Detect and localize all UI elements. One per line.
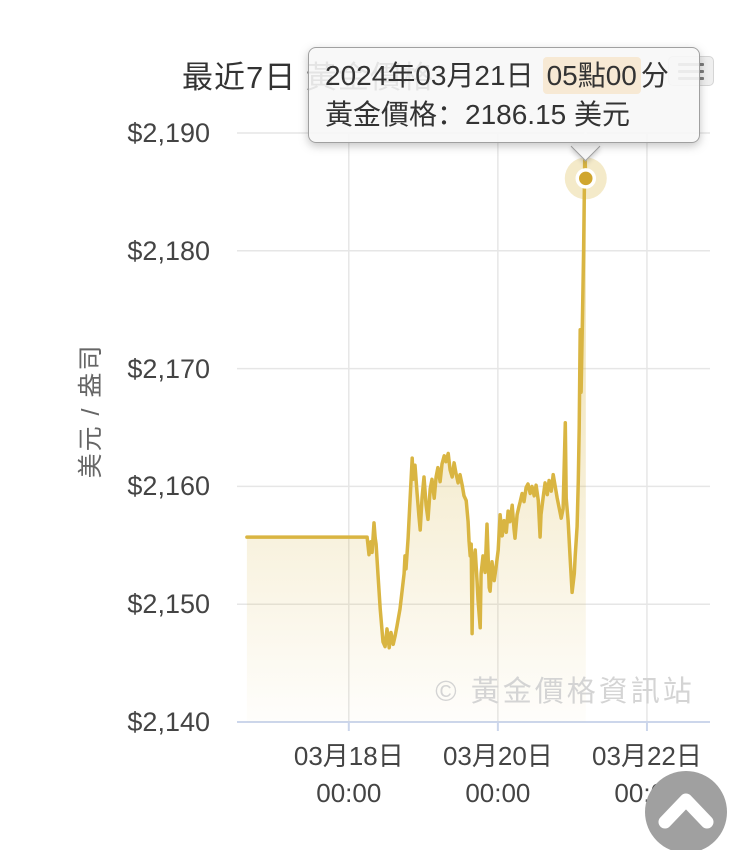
axis-lines [237, 721, 710, 731]
y-tick-label: $2,170 [127, 353, 210, 384]
y-tick-label: $2,180 [127, 235, 210, 266]
x-tick-date: 03月18日 [293, 741, 404, 771]
x-tick-label: 03月18日 00:00 [259, 738, 439, 812]
tooltip-date: 2024年03月21日 [325, 60, 534, 91]
tooltip: 2024年03月21日 05點00 分 黃金價格：2186.15 美元 [308, 47, 700, 143]
scroll-to-top-button[interactable] [645, 771, 727, 850]
tooltip-price-line: 黃金價格：2186.15 美元 [325, 95, 683, 134]
tooltip-price-unit: 美元 [566, 99, 631, 130]
x-tick-date: 03月20日 [442, 741, 553, 771]
y-axis-title: 美元 / 盎司 [77, 343, 105, 479]
chevron-up-icon [658, 793, 714, 829]
x-tick-time: 00:00 [316, 778, 382, 808]
tooltip-price-value: 2186.15 [465, 99, 567, 130]
y-tick-label: $2,160 [127, 471, 210, 502]
x-tick-label: 03月20日 00:00 [408, 738, 588, 812]
tooltip-datetime-line: 2024年03月21日 05點00 分 [325, 56, 683, 95]
y-tick-label: $2,150 [127, 589, 210, 620]
tooltip-time-suffix: 分 [640, 60, 669, 91]
price-line-series[interactable] [245, 151, 588, 650]
x-tick-time: 00:00 [465, 778, 531, 808]
price-area-fill [246, 153, 586, 722]
x-tick-date: 03月22日 [592, 741, 702, 771]
y-tick-label: $2,140 [127, 707, 210, 737]
tooltip-time-highlight: 05點00 [542, 57, 641, 94]
y-tick-label: $2,190 [127, 118, 210, 148]
tooltip-price-label: 黃金價格： [325, 99, 466, 130]
highlighted-point-marker [575, 168, 597, 189]
watermark: © 黃金價格資訊站 [435, 676, 695, 708]
